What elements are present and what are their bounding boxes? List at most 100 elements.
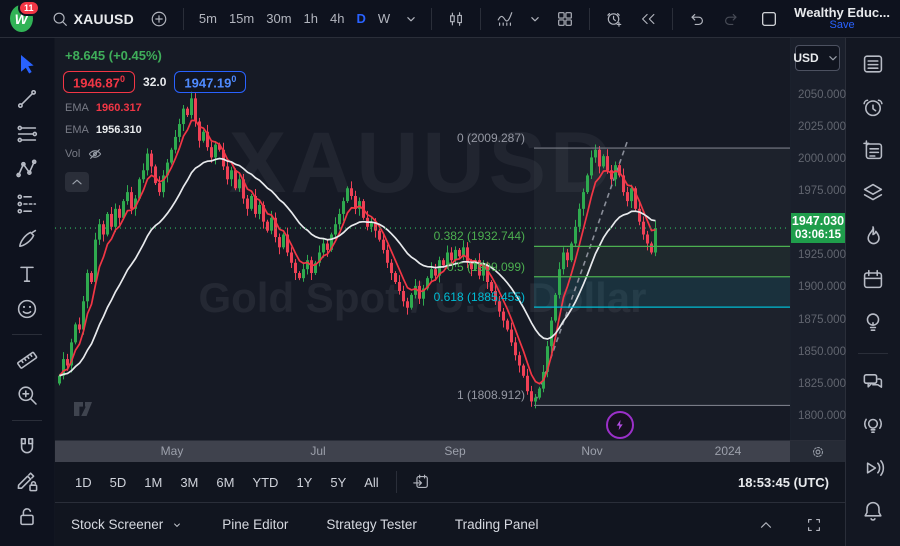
range-6M[interactable]: 6M bbox=[216, 474, 235, 490]
sidebar-chat[interactable] bbox=[856, 368, 890, 396]
timeframe-5m[interactable]: 5m bbox=[198, 11, 217, 26]
currency-dropdown[interactable]: USD bbox=[793, 45, 840, 71]
range-1M[interactable]: 1M bbox=[144, 474, 163, 490]
lightning-icon bbox=[616, 419, 623, 431]
timeframe-1h[interactable]: 1h bbox=[303, 11, 319, 26]
bar-countdown: 03:06:15 bbox=[794, 229, 842, 242]
compare-add-symbol-button[interactable] bbox=[144, 6, 174, 32]
caret-down-icon bbox=[828, 56, 837, 61]
fullscreen-button[interactable] bbox=[799, 512, 829, 538]
cursor-icon bbox=[21, 55, 34, 74]
tool-cursor[interactable] bbox=[10, 50, 44, 78]
tool-fib-retracement[interactable] bbox=[10, 120, 44, 148]
ema-slow-value: 1956.310 bbox=[95, 124, 142, 137]
range-3M[interactable]: 3M bbox=[180, 474, 199, 490]
tool-brush[interactable] bbox=[10, 225, 44, 253]
redo-button[interactable] bbox=[716, 6, 746, 32]
price-tick: 2000.000 bbox=[798, 153, 846, 165]
price-axis[interactable]: USD 1947.030 03:06:15 2050.000 2025.000 20… bbox=[790, 38, 846, 440]
timeframe-D[interactable]: D bbox=[356, 11, 366, 26]
range-5D[interactable]: 5D bbox=[109, 474, 127, 490]
range-5Y[interactable]: 5Y bbox=[330, 474, 347, 490]
indicator-row-ema-fast[interactable]: EMA 1960.317 bbox=[65, 102, 142, 115]
footer-tab-trading-panel[interactable]: Trading Panel bbox=[454, 517, 539, 532]
tool-forecast[interactable] bbox=[10, 190, 44, 218]
sidebar-streams[interactable] bbox=[856, 454, 890, 482]
broker-logo[interactable]: W 11 bbox=[10, 0, 40, 32]
footer-tab-pine-editor[interactable]: Pine Editor bbox=[222, 517, 289, 532]
sidebar-notifications[interactable] bbox=[856, 497, 890, 525]
bar-replay-button[interactable] bbox=[633, 6, 663, 32]
sell-price-button[interactable]: 1946.870 bbox=[63, 71, 136, 94]
tool-ruler[interactable] bbox=[10, 346, 44, 374]
pane-collapse-button[interactable] bbox=[65, 172, 89, 193]
range-1D[interactable]: 1D bbox=[75, 474, 92, 490]
indicator-row-volume[interactable]: Vol bbox=[65, 146, 246, 162]
sidebar-news[interactable] bbox=[856, 136, 890, 164]
price-tick: 1800.000 bbox=[798, 409, 846, 422]
undo-button[interactable] bbox=[682, 6, 712, 32]
price-change: +8.645 (+0.45%) bbox=[65, 48, 162, 63]
chart-pane[interactable]: XAUUSD Gold Spot / U.S. Dollar +8.645 (+… bbox=[55, 38, 790, 440]
sidebar-alerts[interactable] bbox=[856, 93, 890, 121]
indicator-row-ema-slow[interactable]: EMA 1956.310 bbox=[65, 124, 142, 137]
time-tick: Jul bbox=[310, 444, 326, 458]
price-tick: 1975.000 bbox=[798, 185, 846, 198]
last-price-badge: 1947.030 03:06:15 bbox=[791, 213, 845, 244]
timeframe-menu-button[interactable] bbox=[400, 6, 422, 32]
timeframe-15m[interactable]: 15m bbox=[228, 11, 255, 26]
save-link[interactable]: Save bbox=[829, 18, 855, 31]
tool-text[interactable] bbox=[10, 260, 44, 288]
gear-icon bbox=[812, 446, 823, 457]
layout-grid-button[interactable] bbox=[550, 6, 580, 32]
sidebar-ideas-live[interactable] bbox=[856, 411, 890, 439]
panel-expand-button[interactable] bbox=[751, 512, 781, 538]
layout-name-block[interactable]: Wealthy Educ... Save bbox=[794, 6, 890, 32]
sidebar-calendar[interactable] bbox=[856, 265, 890, 293]
timeframe-W[interactable]: W bbox=[377, 11, 391, 26]
range-1Y[interactable]: 1Y bbox=[296, 474, 313, 490]
tool-lock[interactable] bbox=[10, 502, 44, 530]
ruler-icon bbox=[17, 351, 38, 369]
price-tick: 1850.000 bbox=[798, 345, 846, 358]
magnet-icon bbox=[20, 438, 34, 454]
footer-tab-stock-screener[interactable]: Stock Screener bbox=[71, 517, 184, 532]
tool-zoom-in[interactable] bbox=[10, 381, 44, 409]
chart-settings-button[interactable] bbox=[790, 440, 845, 462]
center-column: XAUUSD Gold Spot / U.S. Dollar +8.645 (+… bbox=[55, 38, 846, 546]
sidebar-watchlist[interactable] bbox=[856, 50, 890, 78]
range-All[interactable]: All bbox=[364, 474, 379, 490]
footer-tab-strategy-tester[interactable]: Strategy Tester bbox=[326, 517, 417, 532]
create-alert-button[interactable] bbox=[599, 6, 629, 32]
symbol-search-button[interactable]: XAUUSD bbox=[45, 6, 140, 32]
tool-trend-line[interactable] bbox=[10, 85, 44, 113]
candlestick-chart[interactable] bbox=[55, 38, 790, 440]
tool-magnet[interactable] bbox=[10, 432, 44, 460]
sidebar-hotlist[interactable] bbox=[856, 222, 890, 250]
tool-emoji[interactable] bbox=[10, 295, 44, 323]
tool-drawing-lock[interactable] bbox=[10, 467, 44, 495]
symbol-name: XAUUSD bbox=[73, 10, 134, 27]
buy-price-button[interactable]: 1947.190 bbox=[174, 71, 247, 94]
price-tick: 1875.000 bbox=[798, 313, 846, 326]
quick-trade-button[interactable] bbox=[606, 411, 634, 439]
timeframe-4h[interactable]: 4h bbox=[330, 11, 345, 26]
caret-down-icon bbox=[174, 522, 181, 527]
sidebar-ideas[interactable] bbox=[856, 308, 890, 336]
price-tick: 1900.000 bbox=[798, 281, 846, 294]
indicators-icon bbox=[497, 11, 513, 26]
chart-style-button[interactable] bbox=[441, 6, 471, 32]
tool-xabcd-pattern[interactable] bbox=[10, 155, 44, 183]
range-YTD[interactable]: YTD bbox=[252, 474, 279, 490]
toolbar-divider bbox=[672, 7, 674, 30]
indicators-button[interactable] bbox=[490, 6, 520, 32]
sidebar-object-tree[interactable] bbox=[856, 179, 890, 207]
timeframe-30m[interactable]: 30m bbox=[266, 11, 292, 26]
indicators-menu-button[interactable] bbox=[524, 6, 546, 32]
go-to-date-button[interactable] bbox=[406, 469, 436, 495]
time-axis[interactable]: May Jul Sep Nov 2024 bbox=[55, 440, 790, 462]
utc-clock[interactable]: 18:53:45 (UTC) bbox=[737, 474, 829, 490]
pane-row: XAUUSD Gold Spot / U.S. Dollar +8.645 (+… bbox=[55, 38, 846, 440]
save-layout-button[interactable] bbox=[754, 6, 784, 32]
